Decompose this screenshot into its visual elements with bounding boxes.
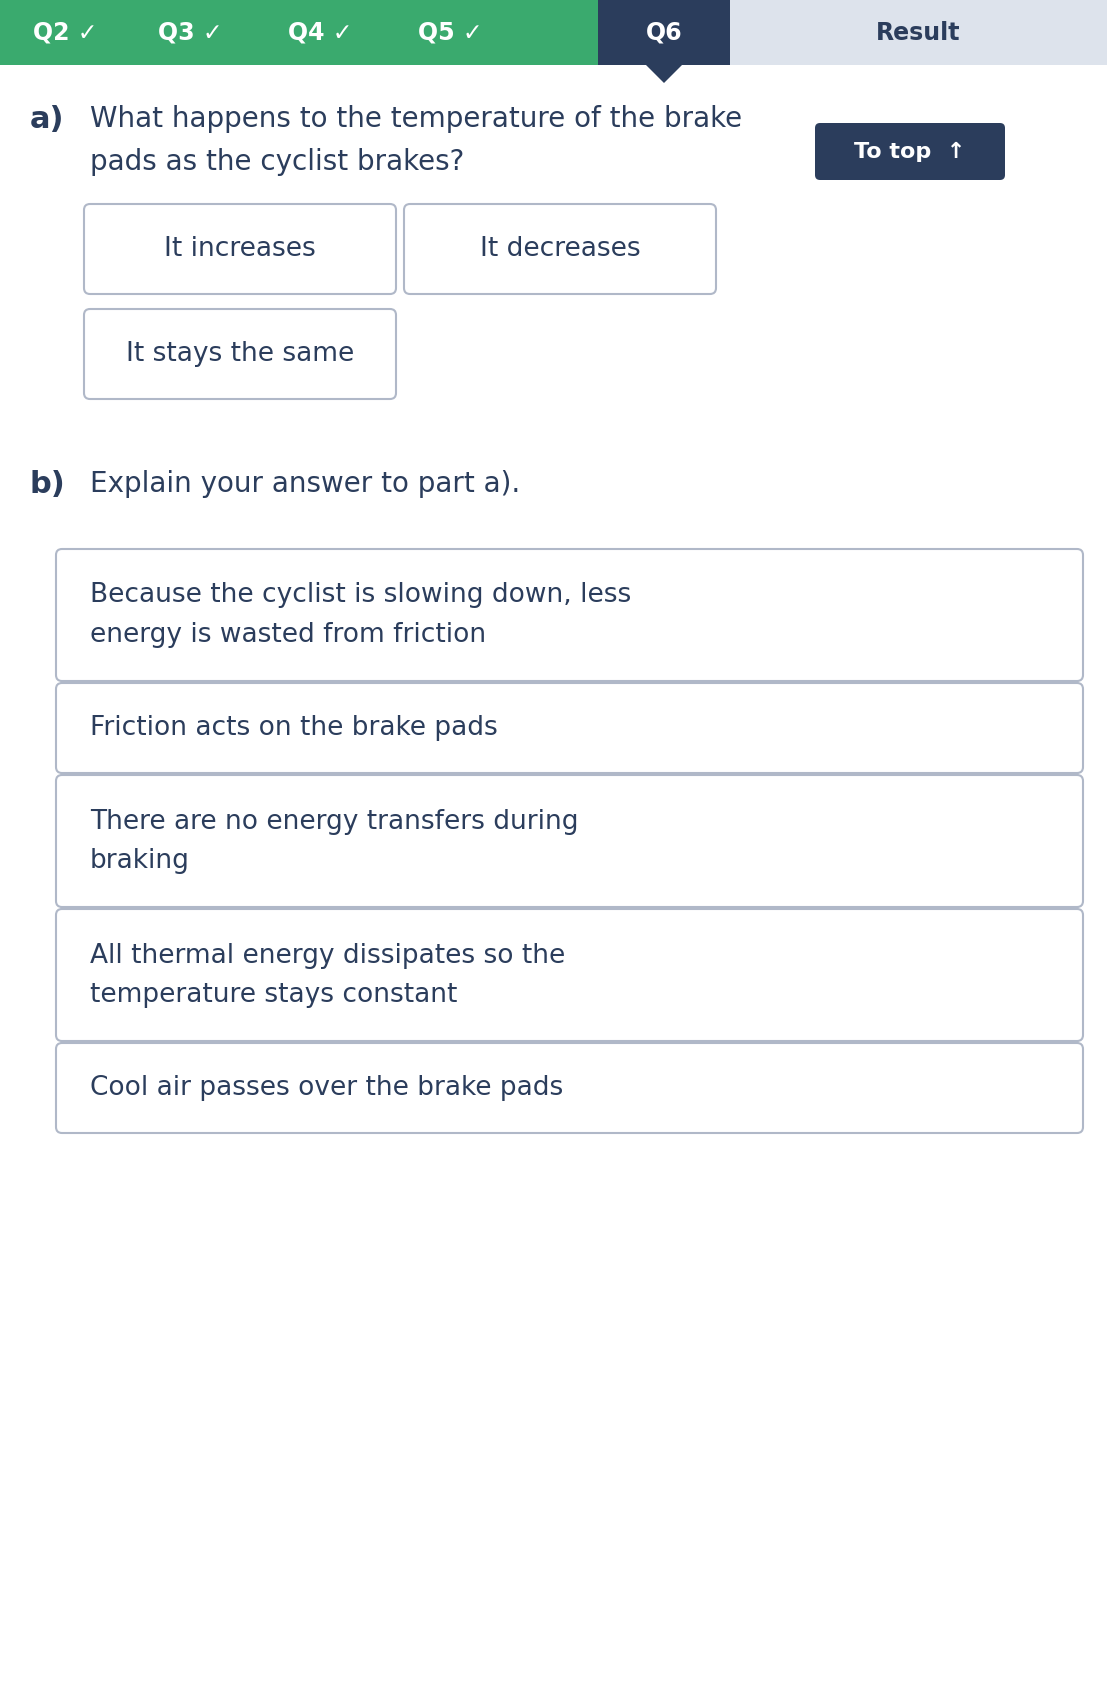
FancyBboxPatch shape <box>84 309 396 399</box>
FancyBboxPatch shape <box>56 1043 1083 1134</box>
Text: Q3 ✓: Q3 ✓ <box>157 20 223 44</box>
Text: a): a) <box>30 104 64 135</box>
FancyBboxPatch shape <box>56 683 1083 774</box>
FancyBboxPatch shape <box>404 204 716 294</box>
Text: Q6: Q6 <box>645 20 682 44</box>
Text: Friction acts on the brake pads: Friction acts on the brake pads <box>90 715 498 742</box>
Text: Because the cyclist is slowing down, less
energy is wasted from friction: Because the cyclist is slowing down, les… <box>90 582 631 648</box>
Text: Result: Result <box>877 20 961 44</box>
Text: Cool air passes over the brake pads: Cool air passes over the brake pads <box>90 1075 563 1102</box>
Text: Q4 ✓: Q4 ✓ <box>288 20 352 44</box>
FancyBboxPatch shape <box>598 0 730 66</box>
Polygon shape <box>646 66 682 82</box>
Text: Explain your answer to part a).: Explain your answer to part a). <box>90 469 520 498</box>
Text: Q2 ✓: Q2 ✓ <box>33 20 97 44</box>
FancyBboxPatch shape <box>0 0 1107 66</box>
Text: Q5 ✓: Q5 ✓ <box>417 20 483 44</box>
FancyBboxPatch shape <box>56 908 1083 1041</box>
FancyBboxPatch shape <box>56 775 1083 907</box>
Text: There are no energy transfers during
braking: There are no energy transfers during bra… <box>90 809 579 873</box>
Text: It stays the same: It stays the same <box>126 341 354 367</box>
FancyBboxPatch shape <box>730 0 1107 66</box>
FancyBboxPatch shape <box>56 548 1083 681</box>
FancyBboxPatch shape <box>815 123 1005 180</box>
Text: All thermal energy dissipates so the
temperature stays constant: All thermal energy dissipates so the tem… <box>90 942 566 1008</box>
Text: It decreases: It decreases <box>479 235 640 262</box>
Text: What happens to the temperature of the brake
pads as the cyclist brakes?: What happens to the temperature of the b… <box>90 104 742 177</box>
Text: b): b) <box>30 469 65 500</box>
Text: It increases: It increases <box>164 235 315 262</box>
FancyBboxPatch shape <box>84 204 396 294</box>
Text: To top  ↑: To top ↑ <box>855 141 965 161</box>
